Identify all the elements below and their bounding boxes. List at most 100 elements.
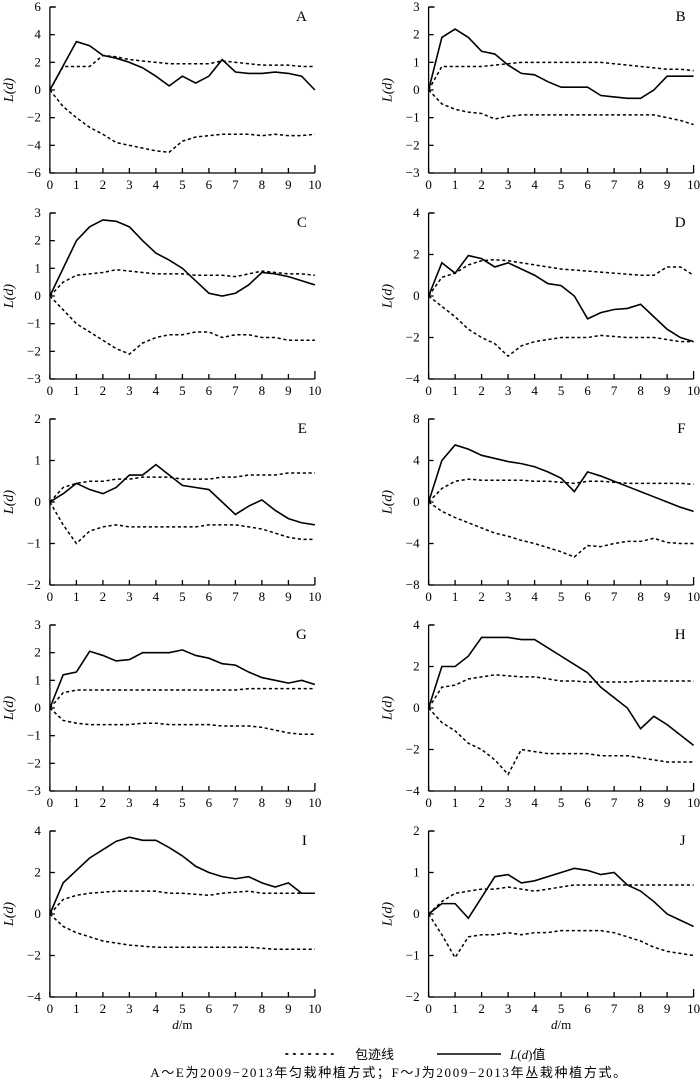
svg-text:6: 6: [206, 383, 213, 398]
svg-text:6: 6: [206, 1001, 213, 1016]
svg-text:−2: −2: [406, 989, 420, 1004]
svg-text:L(d): L(d): [2, 78, 17, 103]
svg-text:1: 1: [34, 672, 41, 687]
svg-text:7: 7: [611, 177, 618, 192]
svg-text:B: B: [676, 9, 686, 25]
svg-text:9: 9: [664, 383, 671, 398]
svg-text:8: 8: [637, 1001, 644, 1016]
svg-text:−1: −1: [406, 110, 420, 125]
svg-text:1: 1: [413, 54, 420, 69]
svg-text:−1: −1: [27, 536, 41, 551]
svg-text:3: 3: [505, 589, 512, 604]
svg-text:I: I: [302, 833, 307, 849]
svg-text:4: 4: [153, 383, 160, 398]
svg-text:−4: −4: [406, 783, 420, 798]
svg-text:F: F: [677, 421, 685, 437]
svg-text:8: 8: [637, 383, 644, 398]
svg-text:6: 6: [584, 795, 591, 810]
svg-text:L(d): L(d): [381, 696, 396, 721]
svg-text:2: 2: [478, 589, 485, 604]
svg-text:L(d): L(d): [381, 902, 396, 927]
svg-text:2: 2: [34, 645, 41, 660]
svg-text:2: 2: [413, 823, 420, 838]
svg-text:9: 9: [285, 589, 292, 604]
svg-text:10: 10: [687, 795, 700, 810]
svg-text:3: 3: [505, 1001, 512, 1016]
svg-text:5: 5: [558, 177, 565, 192]
svg-text:0: 0: [47, 177, 54, 192]
svg-text:10: 10: [308, 1001, 321, 1016]
svg-text:L(d): L(d): [381, 490, 396, 515]
svg-text:1: 1: [73, 383, 80, 398]
svg-text:2: 2: [478, 1001, 485, 1016]
svg-text:−2: −2: [406, 137, 420, 152]
svg-text:4: 4: [531, 177, 538, 192]
svg-text:2: 2: [478, 383, 485, 398]
svg-text:4: 4: [531, 589, 538, 604]
svg-text:6: 6: [584, 1001, 591, 1016]
svg-text:1: 1: [73, 177, 80, 192]
svg-text:5: 5: [179, 589, 186, 604]
svg-text:−4: −4: [406, 371, 420, 386]
svg-text:4: 4: [153, 177, 160, 192]
svg-text:L(d)值: L(d)值: [509, 1047, 545, 1062]
svg-text:−1: −1: [27, 316, 41, 331]
svg-text:2: 2: [34, 411, 41, 426]
svg-text:0: 0: [425, 1001, 432, 1016]
svg-text:3: 3: [505, 177, 512, 192]
svg-text:1: 1: [73, 1001, 80, 1016]
svg-text:6: 6: [206, 795, 213, 810]
svg-text:7: 7: [232, 177, 239, 192]
svg-text:2: 2: [478, 795, 485, 810]
svg-text:6: 6: [206, 177, 213, 192]
svg-text:1: 1: [452, 177, 459, 192]
svg-text:6: 6: [584, 177, 591, 192]
svg-text:−3: −3: [406, 165, 420, 180]
svg-text:1: 1: [452, 383, 459, 398]
svg-text:3: 3: [505, 795, 512, 810]
svg-text:1: 1: [452, 589, 459, 604]
svg-text:5: 5: [179, 383, 186, 398]
svg-text:5: 5: [558, 795, 565, 810]
svg-text:3: 3: [126, 383, 133, 398]
svg-text:1: 1: [452, 795, 459, 810]
svg-text:−2: −2: [406, 330, 420, 345]
svg-text:−2: −2: [406, 742, 420, 757]
svg-text:8: 8: [413, 411, 420, 426]
svg-text:7: 7: [611, 795, 618, 810]
svg-text:H: H: [675, 627, 686, 643]
svg-text:7: 7: [232, 795, 239, 810]
svg-text:8: 8: [259, 589, 266, 604]
svg-text:0: 0: [34, 494, 41, 509]
svg-text:−2: −2: [27, 110, 41, 125]
svg-text:5: 5: [179, 177, 186, 192]
svg-text:2: 2: [34, 54, 41, 69]
svg-text:9: 9: [285, 177, 292, 192]
svg-text:9: 9: [285, 795, 292, 810]
svg-text:1: 1: [73, 795, 80, 810]
svg-text:0: 0: [47, 1001, 54, 1016]
svg-text:5: 5: [179, 795, 186, 810]
svg-text:0: 0: [413, 906, 420, 921]
svg-text:L(d): L(d): [381, 78, 396, 103]
svg-text:0: 0: [425, 795, 432, 810]
svg-text:0: 0: [47, 795, 54, 810]
svg-text:D: D: [675, 215, 686, 231]
svg-text:10: 10: [687, 1001, 700, 1016]
svg-text:包迹线: 包迹线: [355, 1047, 394, 1062]
svg-text:9: 9: [664, 795, 671, 810]
svg-text:2: 2: [100, 383, 107, 398]
svg-text:−2: −2: [27, 577, 41, 592]
svg-text:5: 5: [558, 383, 565, 398]
svg-text:8: 8: [259, 383, 266, 398]
svg-text:2: 2: [100, 1001, 107, 1016]
svg-text:d/m: d/m: [551, 1017, 571, 1032]
svg-text:8: 8: [259, 177, 266, 192]
svg-text:10: 10: [308, 177, 321, 192]
svg-text:1: 1: [413, 865, 420, 880]
svg-text:9: 9: [664, 1001, 671, 1016]
svg-text:L(d): L(d): [2, 902, 17, 927]
svg-text:4: 4: [531, 1001, 538, 1016]
svg-text:1: 1: [34, 260, 41, 275]
svg-text:10: 10: [308, 795, 321, 810]
